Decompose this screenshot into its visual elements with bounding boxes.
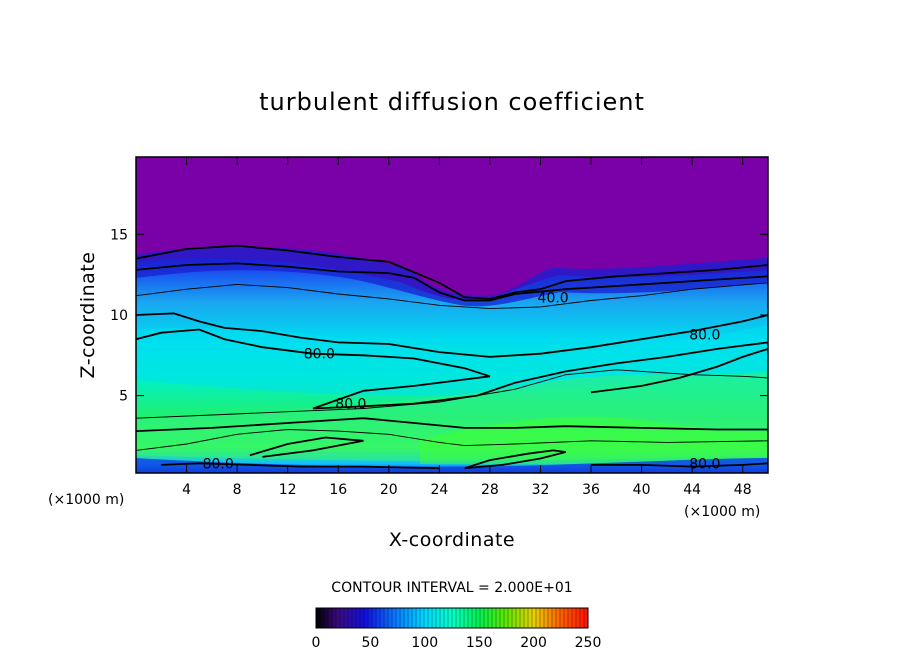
x-axis-ticks: 4 8 12 16 20 24 28 32 36 40 44 48 [182,157,752,498]
contour-line-11 [161,462,440,470]
contour-label-4: 80.0 [203,456,234,472]
colorbar-tick-label: 0 [312,635,321,651]
x-tick-label: 24 [430,482,448,498]
chart-title: turbulent diffusion coefficient [259,88,645,116]
x-tick-label: 28 [481,482,499,498]
x-tick-label: 12 [279,482,297,498]
contour-interval-text: CONTOUR INTERVAL = 2.000E+01 [331,580,572,596]
x-tick-label: 8 [233,482,242,498]
x-tick-label: 20 [380,482,398,498]
contour-label-3: 80.0 [689,327,720,343]
colorbar-tick-label: 100 [411,635,438,651]
x-tick-label: 16 [329,482,347,498]
contour-lines [136,244,768,470]
y-tick-label: 5 [119,389,128,405]
x-tick-label: 44 [683,482,701,498]
contour-line-5 [590,348,768,394]
bottom-blue-strip [136,458,768,473]
x-tick-label: 48 [734,482,752,498]
plot-area: 40.0 80.0 80.0 80.0 80.0 80.0 [136,157,768,473]
contour-line-3 [136,312,768,358]
x-axis-label: X-coordinate [389,529,515,551]
contour-line-0 [136,244,768,300]
colorbar-tick-label: 200 [520,635,547,651]
contour-line-10 [464,449,567,470]
y-unit-label: (×1000 m) [48,492,124,508]
contour-line-4 [136,328,768,410]
y-axis-label: Z-coordinate [77,252,99,379]
y-tick-label: 10 [110,308,128,324]
y-tick-label: 15 [110,227,128,243]
colorbar-tick-label: 50 [361,635,379,651]
contour-line-6 [136,369,768,419]
contour-line-7 [136,417,768,432]
colorbar-tick-label: 150 [466,635,493,651]
contour-label-0: 40.0 [538,290,569,306]
contour-line-9 [249,436,364,458]
colorbar-frame [315,607,589,629]
x-tick-label: 32 [532,482,550,498]
x-tick-label: 4 [182,482,191,498]
colorbar: 0 50 100 150 200 250 [312,607,602,651]
contour-label-2: 80.0 [335,397,366,413]
colorbar-stripes [319,608,585,628]
upper-purple-dip [136,157,768,300]
dark-blue-band [136,246,768,307]
contour-labels: 40.0 80.0 80.0 80.0 80.0 80.0 [203,290,721,472]
y-axis-ticks: 5 10 15 [110,227,768,405]
contour-line-2 [136,282,768,310]
contour-label-1: 80.0 [304,347,335,363]
contour-label-5: 80.0 [689,456,720,472]
contour-line-8 [136,429,768,451]
x-tick-label: 36 [582,482,600,498]
contour-line-1 [136,262,768,302]
colorbar-ticks: 0 50 100 150 200 250 [312,635,602,651]
colorbar-tick-label: 250 [575,635,602,651]
x-tick-label: 40 [633,482,651,498]
x-unit-label: (×1000 m) [684,504,760,520]
